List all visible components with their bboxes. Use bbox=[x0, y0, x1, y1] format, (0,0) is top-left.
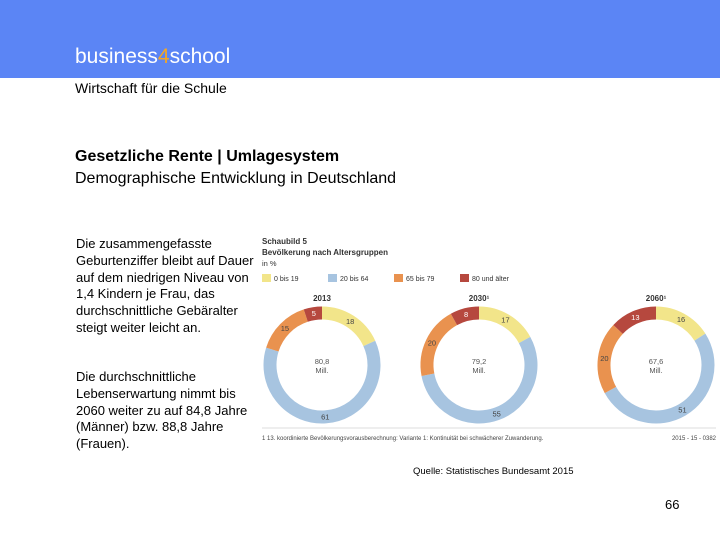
chart-footnote: 1 13. koordinierte Bevölkerungsvorausber… bbox=[262, 436, 544, 442]
donut-1-label-0: 17 bbox=[501, 316, 509, 325]
chart-title: Bevölkerung nach Altersgruppen bbox=[262, 248, 388, 257]
donut-2-segment-0 bbox=[655, 306, 706, 341]
donut-2-label-2: 20 bbox=[600, 354, 608, 363]
donut-1-segment-3 bbox=[450, 306, 480, 326]
donut-1-year: 2030¹ bbox=[469, 294, 490, 303]
donut-0-segment-2 bbox=[266, 309, 309, 352]
donut-2-label-3: 13 bbox=[631, 313, 639, 322]
donut-2-total: 67,6 bbox=[649, 357, 664, 366]
legend-label-2: 65 bis 79 bbox=[406, 276, 435, 283]
text-life-expectancy: Die durchschnittliche Lebenserwartung ni… bbox=[76, 369, 248, 452]
legend-label-3: 80 und älter bbox=[472, 276, 510, 283]
chart-code: 2015 - 15 - 0382 bbox=[672, 436, 717, 442]
brand-logo: business4school bbox=[75, 45, 231, 68]
donut-charts: 1861155201380,8Mill.17552082030¹79,2Mill… bbox=[263, 294, 715, 424]
donut-1-label-3: 8 bbox=[464, 310, 468, 319]
population-chart: Schaubild 5 Bevölkerung nach Altersgrupp… bbox=[262, 237, 717, 442]
donut-2-unit: Mill. bbox=[649, 366, 662, 375]
donut-2-year: 2060¹ bbox=[646, 294, 667, 303]
legend-swatch-2 bbox=[394, 274, 403, 282]
donut-1-total: 79,2 bbox=[472, 357, 487, 366]
donut-1-label-1: 55 bbox=[492, 409, 500, 418]
donut-1-segment-1 bbox=[421, 336, 538, 424]
donut-0-total: 80,8 bbox=[315, 357, 330, 366]
donut-0-segment-1 bbox=[263, 340, 381, 424]
chart-label: Schaubild 5 bbox=[262, 237, 307, 246]
chart-unit: in % bbox=[262, 259, 277, 268]
slide-title: Gesetzliche Rente | Umlagesystem bbox=[75, 148, 340, 165]
page-number: 66 bbox=[665, 497, 680, 512]
donut-2-label-0: 16 bbox=[677, 315, 685, 324]
donut-0-label-3: 5 bbox=[312, 309, 316, 318]
donut-0-unit: Mill. bbox=[315, 366, 328, 375]
donut-1-segment-2 bbox=[420, 313, 458, 376]
source-note: Quelle: Statistisches Bundesamt 2015 bbox=[413, 466, 574, 477]
legend-label-1: 20 bis 64 bbox=[340, 276, 369, 283]
legend-swatch-3 bbox=[460, 274, 469, 282]
donut-2-label-1: 51 bbox=[678, 405, 686, 414]
donut-1-segment-0 bbox=[478, 306, 531, 344]
legend-swatch-0 bbox=[262, 274, 271, 282]
donut-0-label-1: 61 bbox=[321, 412, 329, 421]
text-birth-rate: Die zusammengefasste Geburtenziffer blei… bbox=[76, 236, 254, 335]
donut-0-year: 2013 bbox=[313, 294, 331, 303]
donut-2-segment-2 bbox=[597, 324, 624, 394]
donut-2-segment-1 bbox=[604, 333, 715, 424]
chart-legend: 0 bis 19 20 bis 64 65 bis 79 80 und älter bbox=[262, 274, 510, 283]
legend-label-0: 0 bis 19 bbox=[274, 276, 299, 283]
donut-0-label-2: 15 bbox=[281, 324, 289, 333]
brand-subtitle: Wirtschaft für die Schule bbox=[75, 80, 227, 96]
slide-subtitle: Demographische Entwicklung in Deutschlan… bbox=[75, 170, 397, 187]
header-bar: business4school bbox=[0, 0, 720, 78]
donut-2-segment-3 bbox=[613, 306, 657, 335]
donut-0-segment-0 bbox=[321, 306, 376, 347]
donut-1-unit: Mill. bbox=[472, 366, 485, 375]
donut-0-segment-3 bbox=[303, 306, 323, 322]
donut-1-label-2: 20 bbox=[428, 338, 436, 347]
legend-swatch-1 bbox=[328, 274, 337, 282]
donut-0-label-0: 18 bbox=[346, 317, 354, 326]
